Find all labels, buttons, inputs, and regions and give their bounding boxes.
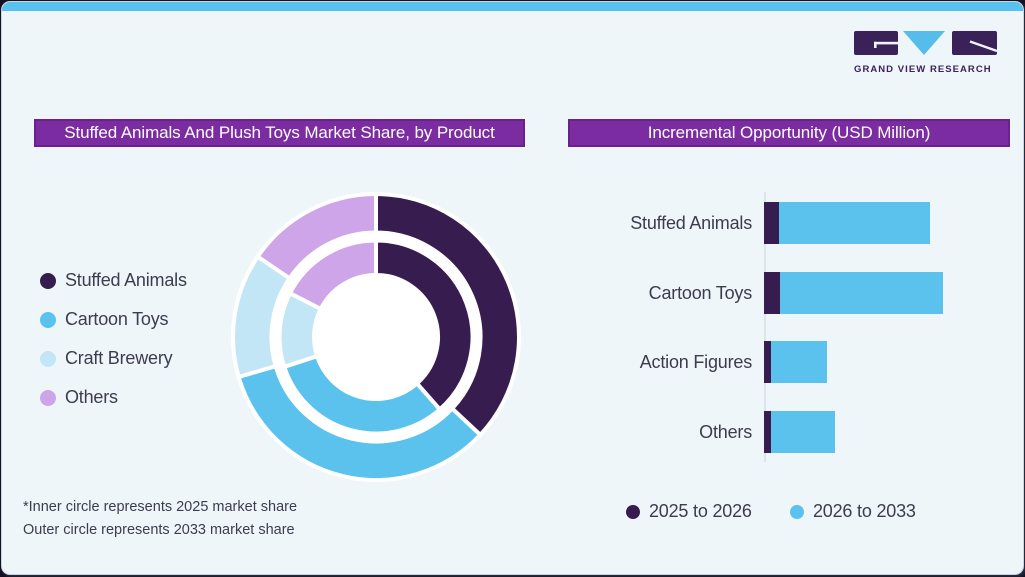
bar-category-label: Stuffed Animals	[630, 212, 752, 233]
right-chart-title-banner: Incremental Opportunity (USD Million)	[568, 119, 1010, 147]
left-chart-title-banner: Stuffed Animals And Plush Toys Market Sh…	[34, 119, 525, 147]
logo-r-icon	[952, 31, 998, 55]
bar-segment-2026-2033	[779, 202, 930, 244]
bar-row-others: Others	[562, 411, 835, 453]
bar-legend-item: 2026 to 2033	[790, 501, 916, 521]
legend-label: Cartoon Toys	[65, 309, 169, 329]
legend-label: Craft Brewery	[65, 348, 173, 368]
gvr-logo-mark	[854, 31, 998, 55]
legend-label: Stuffed Animals	[65, 270, 187, 290]
bar-segment-2025-2026	[764, 411, 771, 453]
bar-category-label: Others	[699, 421, 752, 442]
bar-segment-2026-2033	[771, 341, 827, 383]
legend-dot-2026-2033	[790, 504, 804, 519]
footnote-line-1: *Inner circle represents 2025 market sha…	[23, 499, 298, 515]
bar-row-cartoon-toys: Cartoon Toys	[562, 272, 943, 314]
legend-item: Cartoon Toys	[40, 309, 169, 329]
axis-baseline	[764, 192, 766, 462]
gvr-logo: GRAND VIEW RESEARCH	[854, 31, 998, 75]
bar-segment-2025-2026	[764, 272, 780, 314]
legend-dot-2025-2026	[626, 504, 640, 519]
left-chart-title: Stuffed Animals And Plush Toys Market Sh…	[64, 123, 495, 142]
bar-segment-2025-2026	[764, 202, 779, 244]
legend-item: Stuffed Animals	[40, 270, 187, 290]
bar-legend-item: 2025 to 2026	[626, 501, 752, 521]
footnote-line-2: Outer circle represents 2033 market shar…	[23, 521, 295, 538]
donut-segment	[287, 238, 378, 312]
top-accent-strip	[2, 2, 1023, 11]
bar-segment-2026-2033	[780, 272, 943, 314]
bar-row-action-figures: Action Figures	[562, 341, 827, 383]
legend-label: 2026 to 2033	[813, 501, 916, 521]
brand-text: GRAND VIEW RESEARCH	[854, 64, 992, 75]
footnote: *Inner circle represents 2025 market sha…	[23, 496, 297, 541]
legend-dot-cartoon-toys	[40, 311, 56, 328]
logo-g-icon	[854, 31, 898, 55]
legend-dot-others	[40, 389, 56, 406]
donut-segment	[281, 353, 443, 436]
logo-v-icon	[903, 31, 945, 55]
bar-segment-2025-2026	[764, 341, 771, 383]
right-chart-title: Incremental Opportunity (USD Million)	[647, 123, 931, 142]
donut-segment	[254, 191, 378, 282]
bar-category-label: Cartoon Toys	[648, 282, 753, 303]
legend-dot-craft-brewery	[40, 350, 56, 367]
donut-segment	[236, 363, 484, 482]
bar-row-stuffed-animals: Stuffed Animals	[562, 202, 930, 244]
legend-dot-stuffed-animals	[40, 272, 56, 289]
donut-segment	[374, 238, 475, 413]
legend-item: Craft Brewery	[40, 348, 173, 368]
bar-category-label: Action Figures	[639, 351, 752, 372]
legend-label: 2025 to 2026	[649, 501, 752, 521]
bar-segment-2026-2033	[771, 411, 835, 453]
legend-item: Others	[40, 387, 118, 407]
donut-segment	[374, 191, 521, 438]
donut-chart	[231, 191, 521, 482]
legend-label: Others	[65, 387, 118, 407]
